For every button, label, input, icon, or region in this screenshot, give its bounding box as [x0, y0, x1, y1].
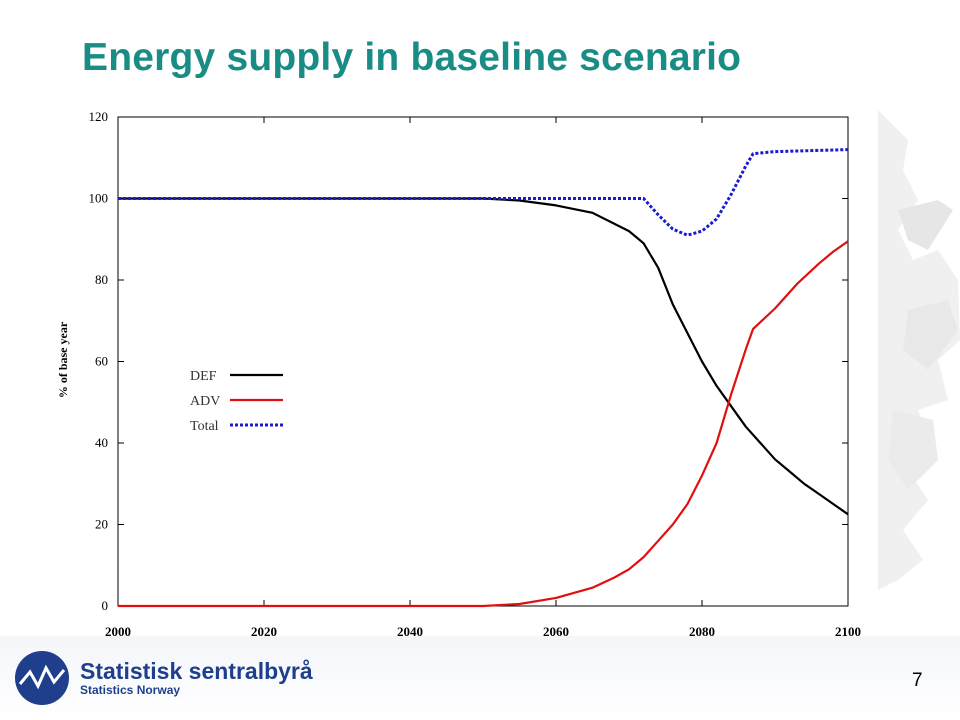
y-axis-label: % of base year: [56, 321, 70, 398]
legend-label-def: DEF: [190, 369, 217, 384]
series-line-def: [118, 197, 849, 516]
series-line-total: [118, 148, 849, 237]
footer-band: [0, 636, 960, 720]
ssb-logo-icon: [15, 651, 69, 705]
plot-area-frame: [117, 116, 849, 607]
y-tick-label: 40: [95, 435, 108, 450]
slide-title: Energy supply in baseline scenario: [82, 36, 742, 79]
y-tick-label: 60: [95, 354, 108, 369]
x-tick-label: 2080: [689, 624, 715, 639]
legend-label-total: Total: [190, 419, 219, 434]
logo-name: Statistisk sentralbyrå: [80, 658, 313, 684]
series-line-adv: [118, 240, 849, 608]
y-tick-label: 0: [102, 598, 109, 613]
y-tick-label: 20: [95, 517, 108, 532]
page-number: 7: [912, 670, 923, 691]
x-tick-label: 2020: [251, 624, 277, 639]
x-tick-label: 2060: [543, 624, 569, 639]
x-tick-label: 2040: [397, 624, 423, 639]
y-tick-label: 120: [89, 109, 109, 124]
decorative-watermark-graphic: [878, 110, 960, 590]
chart: 0 20 40 60 80 100 120 2000 2020 2040 2060 2080 2100…: [40, 100, 880, 645]
legend-label-adv: ADV: [190, 394, 220, 409]
y-tick-label: 80: [95, 272, 108, 287]
y-tick-label: 100: [89, 191, 109, 206]
logo: Statistisk sentralbyrå Statistics Norway: [14, 650, 313, 706]
logo-subtitle: Statistics Norway: [80, 683, 181, 697]
x-tick-label: 2100: [835, 624, 861, 639]
x-tick-label: 2000: [105, 624, 131, 639]
